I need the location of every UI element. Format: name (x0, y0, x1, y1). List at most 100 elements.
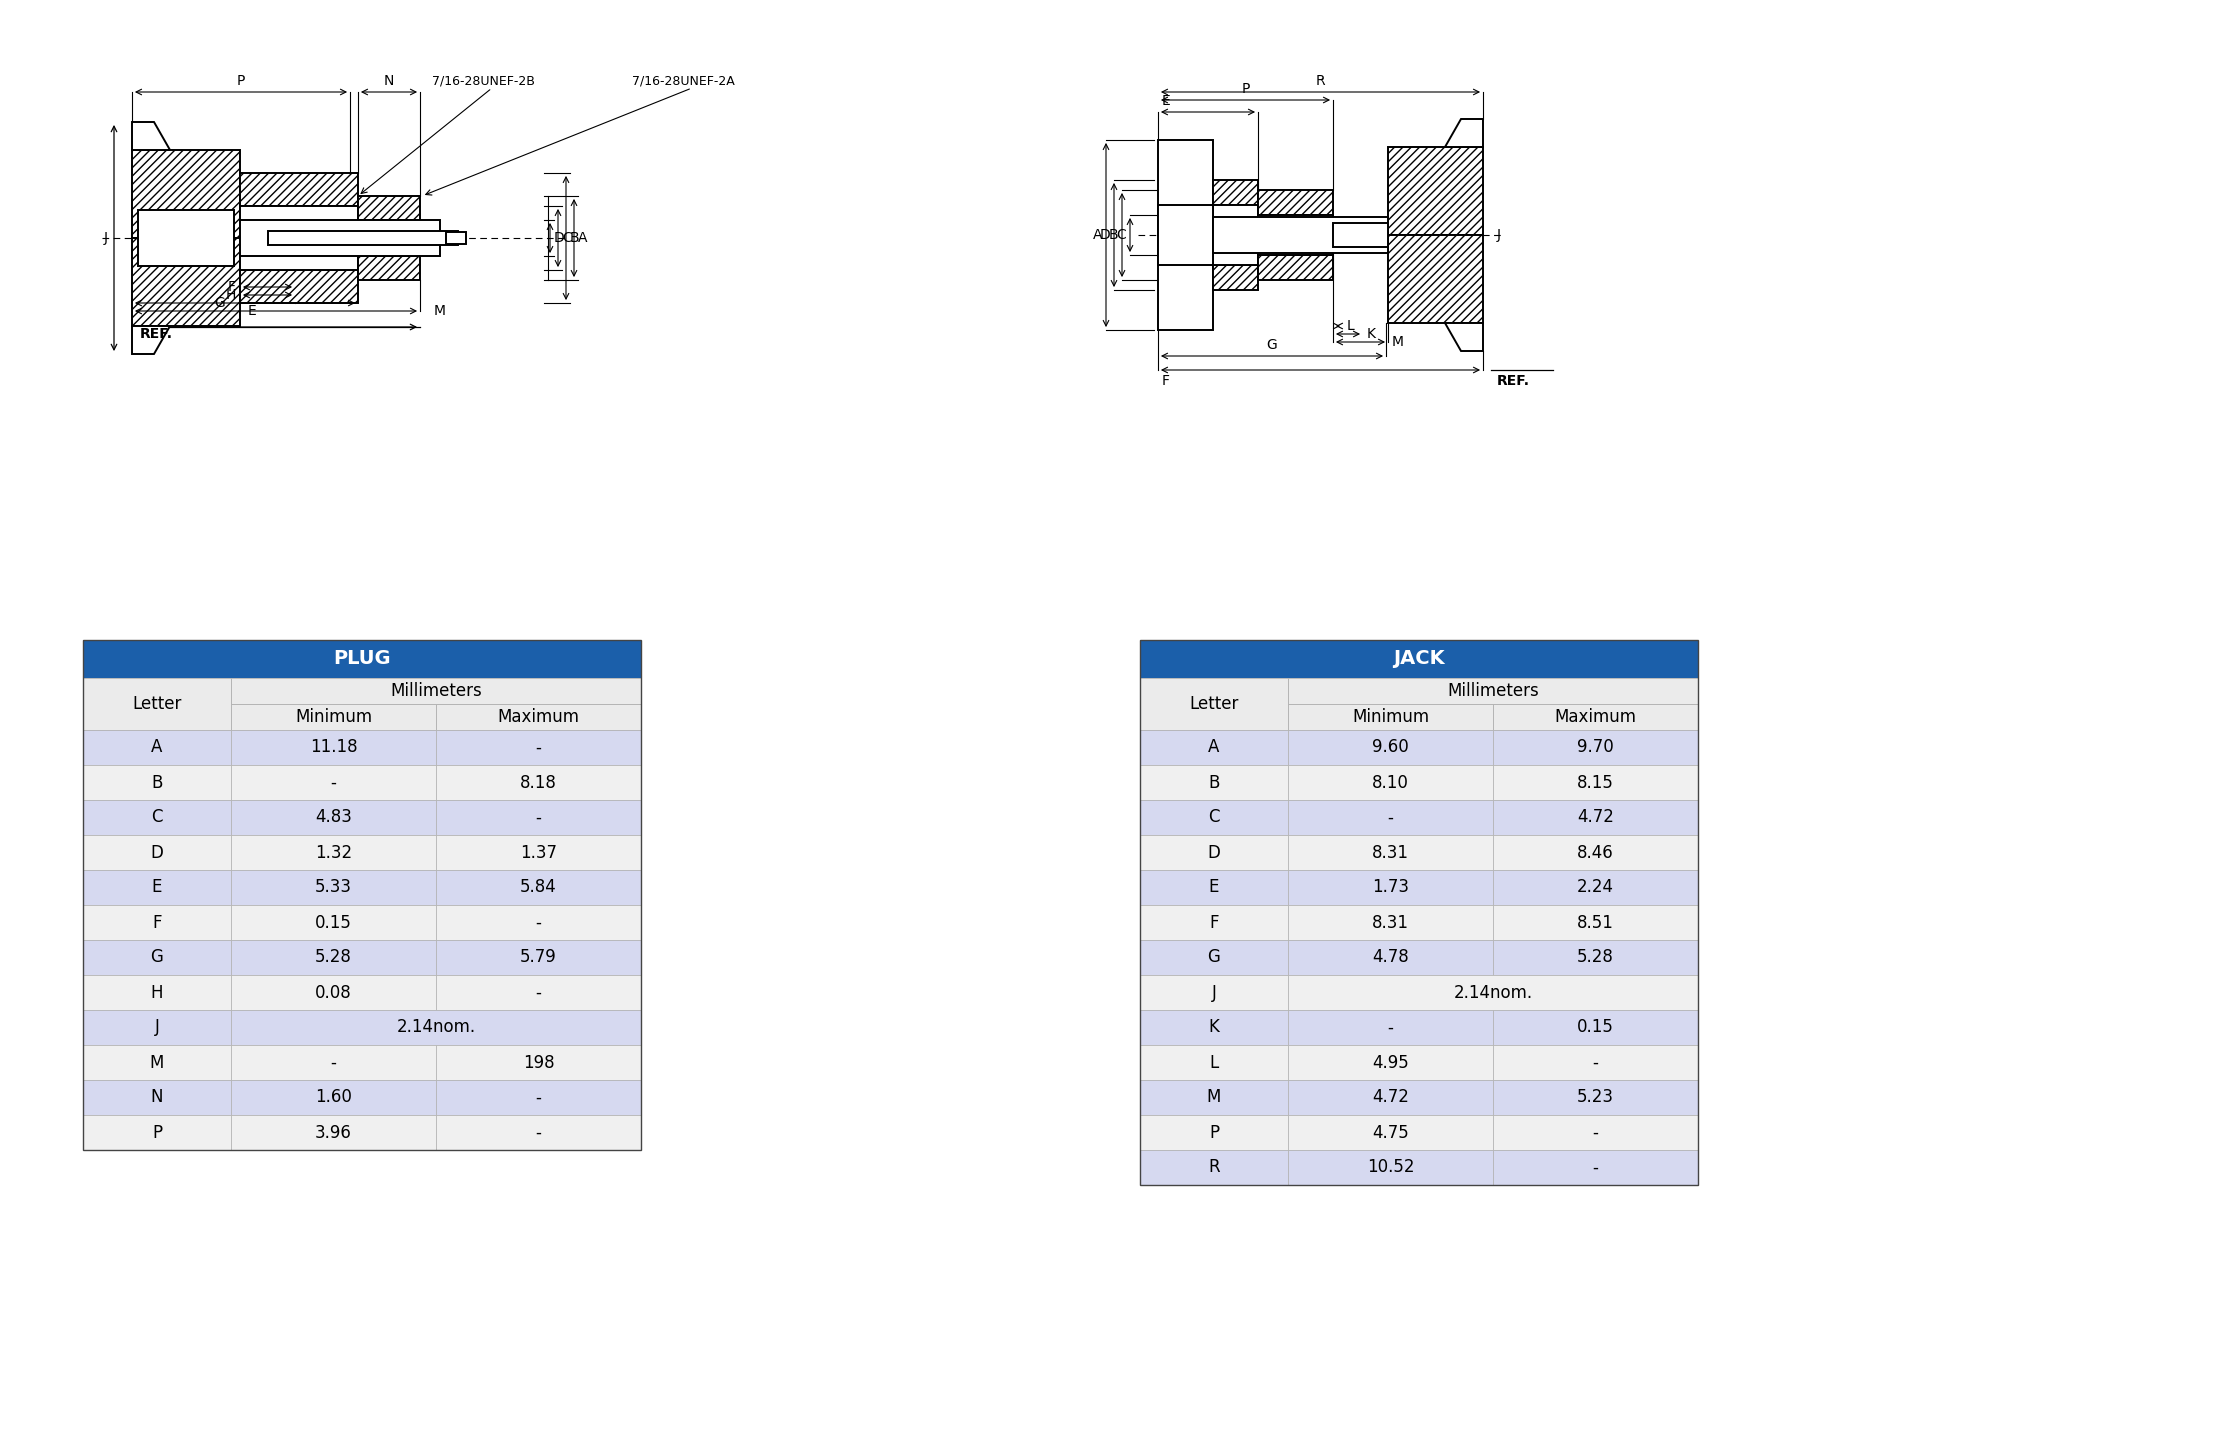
Text: -: - (1593, 1159, 1599, 1176)
Text: 0.15: 0.15 (315, 913, 352, 932)
Bar (239, 173, 359, 206)
Text: 5.79: 5.79 (521, 949, 556, 966)
Polygon shape (1444, 120, 1484, 147)
Text: 3.96: 3.96 (315, 1123, 352, 1142)
Bar (1158, 140, 1214, 330)
Bar (436, 704, 640, 730)
Bar (230, 1115, 436, 1151)
Text: C: C (1116, 228, 1125, 242)
Bar (268, 230, 459, 245)
Bar (1141, 1151, 1287, 1185)
Text: Letter: Letter (133, 696, 182, 713)
Text: G: G (1207, 949, 1220, 966)
Text: G: G (151, 949, 164, 966)
Bar (436, 904, 640, 940)
Bar (1389, 235, 1484, 323)
Text: 4.95: 4.95 (1371, 1054, 1409, 1071)
Bar (82, 870, 230, 904)
Bar (359, 256, 421, 279)
Text: J: J (155, 1018, 159, 1037)
Polygon shape (1444, 323, 1484, 351)
Bar (239, 206, 359, 271)
Text: 8.31: 8.31 (1371, 844, 1409, 861)
Text: Letter: Letter (1189, 696, 1238, 713)
Bar (1141, 1080, 1287, 1115)
Text: 9.70: 9.70 (1577, 739, 1615, 756)
Text: K: K (1367, 327, 1376, 341)
Bar (230, 870, 436, 904)
Text: 4.72: 4.72 (1577, 808, 1615, 827)
Bar (1493, 1080, 1699, 1115)
Bar (1493, 1009, 1699, 1045)
Bar (82, 835, 230, 870)
Bar (436, 765, 640, 801)
Bar (1258, 190, 1333, 215)
Text: B: B (569, 230, 580, 245)
Bar (1141, 1009, 1287, 1045)
Bar (1333, 223, 1389, 248)
Text: Millimeters: Millimeters (1446, 683, 1539, 700)
Bar (1287, 765, 1493, 801)
Bar (1287, 1151, 1493, 1185)
Text: J: J (104, 230, 109, 245)
Bar (230, 1080, 436, 1115)
Bar (1287, 730, 1493, 765)
Text: 198: 198 (523, 1054, 554, 1071)
Text: G: G (1267, 338, 1278, 351)
Text: 1.37: 1.37 (521, 844, 556, 861)
Bar (436, 1045, 640, 1080)
Bar (436, 870, 640, 904)
Text: -: - (536, 1089, 540, 1106)
Text: 8.18: 8.18 (521, 773, 556, 792)
Bar (230, 704, 436, 730)
Bar (82, 678, 230, 730)
Text: M: M (151, 1054, 164, 1071)
Bar (1141, 1115, 1287, 1151)
Text: L: L (1347, 320, 1356, 333)
Text: M: M (1391, 336, 1404, 348)
Bar (436, 801, 640, 835)
Text: D: D (151, 844, 164, 861)
Text: M: M (1207, 1089, 1220, 1106)
Bar (82, 975, 230, 1009)
Bar (230, 765, 436, 801)
Bar (82, 1045, 230, 1080)
Bar (1493, 765, 1699, 801)
Text: -: - (1593, 1123, 1599, 1142)
Bar (436, 730, 640, 765)
Text: REF.: REF. (140, 327, 173, 341)
Bar (230, 730, 436, 765)
Text: F: F (153, 913, 162, 932)
Bar (239, 271, 359, 302)
Bar (1214, 217, 1389, 253)
Bar (1258, 215, 1333, 255)
Bar (1287, 678, 1699, 704)
Text: J: J (1497, 228, 1502, 242)
Text: -: - (536, 984, 540, 1001)
Bar (230, 975, 436, 1009)
Text: -: - (536, 739, 540, 756)
Bar (1287, 904, 1493, 940)
Text: E: E (1163, 94, 1172, 108)
Text: D: D (554, 230, 565, 245)
Text: P: P (1240, 82, 1249, 96)
Text: A: A (1092, 228, 1103, 242)
Text: 0.15: 0.15 (1577, 1018, 1615, 1037)
Text: F: F (228, 279, 237, 294)
Bar (1493, 904, 1699, 940)
Text: 5.28: 5.28 (1577, 949, 1615, 966)
Bar (1493, 1151, 1699, 1185)
Bar (133, 150, 239, 238)
Text: E: E (248, 304, 257, 318)
Bar (1493, 940, 1699, 975)
Text: -: - (330, 1054, 337, 1071)
Text: E: E (153, 878, 162, 897)
Bar (1287, 704, 1493, 730)
Bar (1141, 678, 1287, 730)
Bar (82, 940, 230, 975)
Text: -: - (330, 773, 337, 792)
Text: Minimum: Minimum (295, 708, 372, 726)
Text: 7/16-28UNEF-2B: 7/16-28UNEF-2B (432, 75, 534, 88)
Text: A: A (578, 230, 587, 245)
Bar (1287, 1045, 1493, 1080)
